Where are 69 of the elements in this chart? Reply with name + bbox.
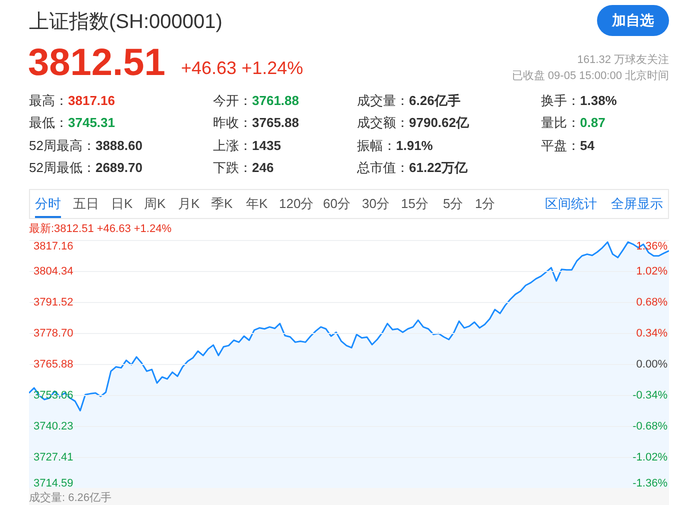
text: 总市值： [357, 160, 409, 175]
text: 6.26亿手 [409, 93, 460, 108]
y-tick-label: 3791.52 [34, 296, 74, 308]
text: 246 [252, 160, 274, 175]
text: 振幅： [357, 138, 396, 153]
text: 3888.60 [95, 138, 142, 153]
text: 120分 [279, 195, 314, 213]
y2-tick-label: -0.34% [632, 390, 668, 402]
text: 量比： [541, 115, 580, 130]
text: 季K [211, 195, 233, 213]
y2-tick-label: -1.36% [632, 478, 668, 490]
text: 今开： [213, 93, 252, 108]
text: 最低： [29, 115, 68, 130]
text: 区间统计 [545, 195, 597, 213]
text: 平盘： [541, 138, 580, 153]
y-tick-label: 3714.59 [34, 478, 74, 490]
text: 0.87 [580, 115, 606, 130]
text: 成交量: 6.26亿手 [29, 490, 112, 505]
text: 15分 [401, 195, 428, 213]
text: 61.22万亿 [409, 160, 468, 175]
text: 成交额： [357, 115, 409, 130]
text: 换手： [541, 93, 580, 108]
text: 3745.31 [68, 115, 115, 130]
text: 3812.51 [28, 42, 166, 85]
text: 30分 [362, 195, 390, 213]
y2-tick-label: -1.02% [632, 452, 668, 464]
y-tick-label: 3804.34 [34, 265, 74, 278]
text: 最高： [29, 93, 68, 108]
text: 3765.88 [252, 115, 299, 130]
y-tick-label: 3727.41 [34, 452, 74, 464]
text: 成交量： [357, 93, 409, 108]
y-tick-label: 3817.16 [34, 240, 74, 252]
text: 5分 [443, 195, 464, 213]
text: 1.91% [396, 138, 433, 153]
text: 日K [111, 195, 133, 213]
y-tick-label: 3765.88 [34, 358, 74, 370]
text: 1.38% [580, 93, 617, 108]
y2-tick-label: 0.34% [636, 328, 668, 340]
text: 周K [144, 195, 166, 213]
text: 52周最低： [29, 160, 96, 175]
y2-tick-label: 0.00% [636, 358, 668, 370]
text: 60分 [323, 195, 350, 213]
text: 3761.88 [252, 93, 299, 108]
y-tick-label: 3778.70 [34, 327, 74, 340]
text: 月K [178, 195, 200, 213]
text: 已收盘 09-05 15:00:00 北京时间 [512, 68, 669, 83]
text: 1435 [252, 138, 281, 153]
y2-tick-label: -0.68% [632, 420, 668, 432]
text: 上涨： [213, 138, 252, 153]
text: 年K [246, 195, 268, 213]
text: 9790.62亿 [409, 115, 469, 130]
text: 54 [580, 138, 594, 153]
text: +46.63 +1.24% [181, 58, 304, 79]
y2-tick-label: 0.68% [636, 296, 668, 308]
text: 1分 [475, 195, 496, 213]
text: 161.32 万球友关注 [577, 52, 669, 67]
text: 全屏显示 [611, 195, 663, 213]
text: 下跌： [213, 160, 252, 175]
y2-tick-label: 1.02% [636, 266, 668, 278]
text: 五日 [73, 195, 99, 213]
text: 3817.16 [68, 93, 115, 108]
text: 分时 [35, 195, 61, 218]
chart-title: 上证指数(SH:000001) [29, 10, 222, 35]
text: 加自选 [597, 5, 669, 36]
text: 最新:3812.51 +46.63 +1.24% [29, 222, 172, 236]
text: 昨收： [213, 115, 252, 130]
text: 2689.70 [95, 160, 142, 175]
text: 52周最高： [29, 138, 96, 153]
y-tick-label: 3740.23 [34, 420, 74, 433]
